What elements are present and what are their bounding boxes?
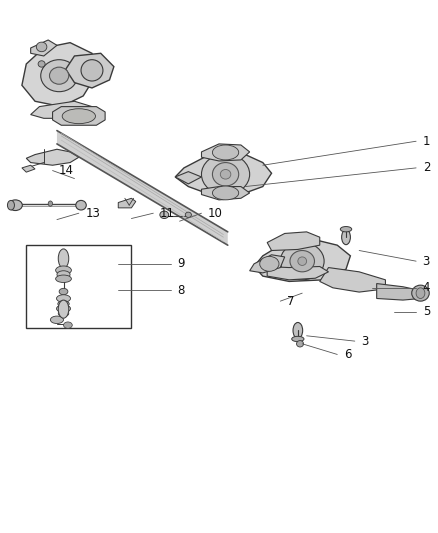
Polygon shape — [201, 144, 250, 161]
Text: 6: 6 — [344, 348, 351, 361]
Polygon shape — [175, 172, 201, 184]
Ellipse shape — [292, 336, 304, 342]
Polygon shape — [175, 152, 272, 195]
Polygon shape — [53, 107, 105, 125]
Ellipse shape — [8, 200, 22, 211]
Ellipse shape — [290, 251, 314, 272]
Ellipse shape — [416, 288, 425, 298]
Polygon shape — [26, 149, 79, 165]
Polygon shape — [267, 266, 328, 280]
Polygon shape — [57, 131, 228, 245]
Ellipse shape — [260, 256, 279, 271]
Text: 14: 14 — [59, 164, 74, 177]
Ellipse shape — [81, 60, 103, 81]
Text: 5: 5 — [423, 305, 430, 318]
Ellipse shape — [56, 266, 71, 274]
Ellipse shape — [48, 201, 53, 206]
Polygon shape — [22, 43, 96, 107]
Ellipse shape — [58, 249, 69, 268]
Polygon shape — [66, 53, 114, 88]
Ellipse shape — [57, 305, 71, 312]
Text: 7: 7 — [287, 295, 294, 308]
Polygon shape — [254, 240, 350, 281]
Ellipse shape — [201, 154, 250, 195]
Ellipse shape — [58, 301, 69, 307]
Ellipse shape — [50, 316, 64, 324]
Polygon shape — [320, 268, 385, 292]
Text: 9: 9 — [177, 257, 185, 270]
Polygon shape — [22, 165, 35, 172]
Ellipse shape — [58, 300, 69, 318]
Ellipse shape — [41, 60, 78, 92]
Ellipse shape — [280, 243, 324, 280]
Ellipse shape — [220, 169, 231, 179]
Ellipse shape — [297, 341, 304, 347]
Text: 3: 3 — [361, 335, 369, 348]
Ellipse shape — [36, 42, 47, 52]
Ellipse shape — [58, 310, 69, 317]
Ellipse shape — [212, 145, 239, 160]
Ellipse shape — [62, 109, 95, 124]
Ellipse shape — [293, 322, 303, 338]
Ellipse shape — [342, 230, 350, 245]
Bar — [26, 245, 131, 328]
Text: 13: 13 — [85, 207, 100, 220]
Ellipse shape — [64, 322, 72, 328]
Polygon shape — [31, 101, 96, 118]
Text: 4: 4 — [423, 281, 430, 294]
Polygon shape — [201, 187, 250, 200]
Ellipse shape — [59, 288, 68, 295]
Polygon shape — [250, 255, 285, 273]
Ellipse shape — [160, 211, 169, 219]
Ellipse shape — [56, 275, 71, 282]
Text: 8: 8 — [177, 284, 185, 297]
Polygon shape — [267, 232, 320, 251]
Polygon shape — [118, 198, 136, 208]
Ellipse shape — [298, 257, 307, 265]
Ellipse shape — [185, 212, 191, 217]
Polygon shape — [377, 284, 425, 300]
Ellipse shape — [57, 295, 71, 302]
Text: 3: 3 — [423, 255, 430, 268]
Text: 10: 10 — [208, 207, 223, 220]
Text: 2: 2 — [423, 161, 430, 174]
Ellipse shape — [38, 61, 45, 67]
Text: 11: 11 — [160, 207, 175, 220]
Ellipse shape — [212, 186, 239, 200]
Ellipse shape — [212, 163, 239, 186]
Text: 1: 1 — [423, 135, 430, 148]
Ellipse shape — [57, 271, 70, 278]
Polygon shape — [31, 40, 57, 56]
Ellipse shape — [49, 67, 69, 84]
Ellipse shape — [412, 285, 429, 301]
Ellipse shape — [76, 200, 86, 210]
Ellipse shape — [340, 227, 352, 232]
Ellipse shape — [7, 200, 14, 210]
